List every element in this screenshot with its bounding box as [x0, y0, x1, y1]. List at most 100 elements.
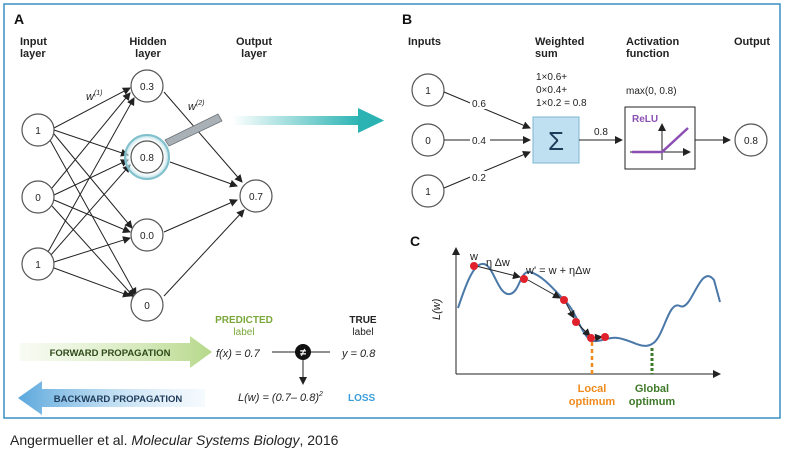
- hidden-node-value: 0: [144, 301, 150, 312]
- not-equal-symbol: ≠: [300, 347, 306, 359]
- red-dot: [520, 275, 528, 283]
- figure-caption: Angermueller et al. Molecular Systems Bi…: [10, 432, 338, 448]
- weight-bg: [470, 97, 490, 109]
- sum-box: [532, 116, 580, 164]
- predicted-label-2: label: [233, 327, 254, 338]
- output-node-value: 0.7: [249, 192, 263, 203]
- sum-term: 1×0.2 = 0.8: [536, 98, 587, 109]
- hidden-output-connections: [163, 91, 245, 297]
- weight-value: 0.2: [472, 173, 486, 184]
- magnifier-handle-icon: [164, 113, 223, 147]
- panel-b: B Inputs Weighted sum Activation functio…: [402, 11, 770, 208]
- input-node-value: 1: [35, 260, 41, 271]
- b-output-value: 0.8: [744, 136, 758, 147]
- forward-propagation-arrow: FORWARD PROPAGATION: [20, 336, 212, 368]
- red-dot: [470, 262, 478, 270]
- output-node: 0.7: [239, 179, 273, 213]
- weighted-sum-label-1: Weighted: [535, 36, 584, 48]
- loss-y-label: L(w): [431, 298, 443, 320]
- output-layer-label-1: Output: [236, 36, 272, 48]
- figure-border: [3, 3, 781, 419]
- hidden-layer-label-1: Hidden: [129, 36, 167, 48]
- sum-output: 0.8: [594, 127, 608, 138]
- panel-a: A Input layer Hidden layer Output layer: [14, 11, 384, 415]
- sum-term: 0×0.4+: [536, 85, 567, 96]
- sum-term: 1×0.6+: [536, 72, 567, 83]
- input-hidden-connections: [47, 87, 137, 298]
- caption-authors: Angermueller et al.: [10, 432, 128, 448]
- teal-arrow-icon: [232, 108, 384, 133]
- w1-label: w(1): [86, 90, 103, 103]
- b-output-node: 0.8: [734, 123, 768, 157]
- not-equal-icon: [295, 344, 311, 360]
- panel-c: C L(w) w η Δw w' = w + ηΔw Local optimum: [410, 233, 721, 408]
- sigma-icon: Σ: [548, 126, 564, 156]
- gradient-steps: [475, 265, 603, 342]
- output-label: Output: [734, 36, 770, 48]
- f-expression: f(x) = 0.7: [216, 348, 261, 360]
- hidden-node-value: 0.8: [140, 153, 154, 164]
- b-input-value: 1: [425, 86, 431, 97]
- hidden-layer-label-2: layer: [135, 48, 161, 60]
- panel-a-letter: A: [14, 11, 24, 27]
- y-expression: y = 0.8: [341, 348, 376, 360]
- red-dot: [587, 334, 595, 342]
- activation-expression: max(0, 0.8): [626, 86, 677, 97]
- red-dot: [601, 333, 609, 341]
- loss-expression: L(w) = (0.7– 0.8)2: [238, 391, 323, 404]
- true-label-1: TRUE: [349, 315, 377, 326]
- global-optimum-label-1: Global: [635, 383, 669, 395]
- gradient-points: [470, 262, 609, 342]
- b-input-value: 1: [425, 187, 431, 198]
- relu-box: ReLU: [624, 106, 696, 170]
- weight-bg: [470, 134, 490, 146]
- local-optimum-label-1: Local: [578, 383, 607, 395]
- relu-label: ReLU: [632, 114, 658, 125]
- hidden-node-value: 0.0: [140, 231, 154, 242]
- panel-b-letter: B: [402, 11, 412, 27]
- b-input-value: 0: [425, 136, 431, 147]
- weighted-sum-label-2: sum: [535, 48, 558, 60]
- weight-bg: [470, 171, 490, 183]
- global-optimum-label-2: optimum: [629, 396, 676, 408]
- red-dot: [560, 296, 568, 304]
- input-node: 0: [21, 180, 55, 214]
- inputs-label: Inputs: [408, 36, 441, 48]
- input-node-value: 1: [35, 126, 41, 137]
- loss-word: LOSS: [348, 393, 376, 404]
- w2-label: w(2): [188, 100, 205, 113]
- relu-curve: [632, 127, 689, 154]
- input-layer-label-1: Input: [20, 36, 47, 48]
- red-dot: [572, 318, 580, 326]
- panel-c-letter: C: [410, 233, 420, 249]
- predicted-label-1: PREDICTED: [215, 315, 273, 326]
- backward-propagation-label: BACKWARD PROPAGATION: [54, 394, 183, 405]
- w-label: w: [469, 251, 478, 263]
- forward-propagation-label: FORWARD PROPAGATION: [50, 348, 171, 359]
- activation-label-2: function: [626, 48, 670, 60]
- output-layer-label-2: layer: [241, 48, 267, 60]
- b-input-node: 0: [411, 123, 445, 157]
- backward-propagation-arrow: BACKWARD PROPAGATION: [18, 381, 205, 415]
- hidden-node: 0.3: [130, 69, 164, 103]
- local-optimum-label-2: optimum: [569, 396, 616, 408]
- caption-journal: Molecular Systems Biology: [131, 432, 300, 448]
- weight-value: 0.4: [472, 136, 486, 147]
- eta-label: η Δw: [486, 257, 510, 269]
- b-input-node: 1: [411, 174, 445, 208]
- caption-year: , 2016: [299, 432, 339, 448]
- true-label-2: label: [352, 327, 373, 338]
- hidden-node: 0.0: [130, 218, 164, 252]
- input-node: 1: [21, 247, 55, 281]
- activation-label-1: Activation: [626, 36, 679, 48]
- w-update-label: w' = w + ηΔw: [525, 265, 591, 277]
- weight-value: 0.6: [472, 99, 486, 110]
- input-node: 1: [21, 113, 55, 147]
- b-input-node: 1: [411, 73, 445, 107]
- hidden-node-value: 0.3: [140, 82, 154, 93]
- hidden-node: 0: [130, 288, 164, 322]
- hidden-node-magnified: 0.8: [124, 113, 223, 180]
- input-layer-label-2: layer: [20, 48, 46, 60]
- input-node-value: 0: [35, 193, 41, 204]
